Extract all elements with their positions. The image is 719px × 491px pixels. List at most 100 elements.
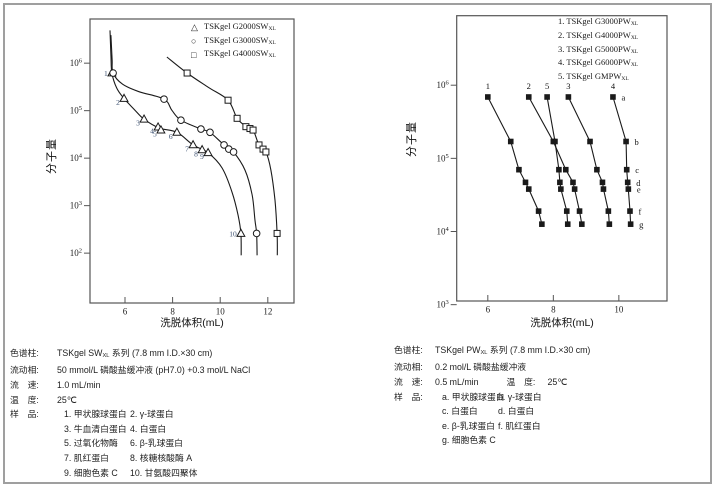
y-tick-label: 104	[436, 226, 449, 237]
row-letter-label: c	[635, 165, 639, 175]
filled-square-marker	[563, 208, 570, 214]
x-tick-label: 6	[486, 305, 491, 315]
legend-entry-g5000pw: 3. TSKgel G5000PWXL	[558, 43, 639, 55]
point-number-label: 3	[136, 119, 140, 128]
row-letter-label: d	[636, 178, 641, 188]
filled-square-marker	[525, 94, 532, 100]
series-number-label: 2	[527, 81, 531, 91]
filled-square-marker	[564, 221, 571, 227]
eluent-label: 流动相:	[10, 365, 39, 376]
legend-entry-g4000sw: □ TSKgel G4000SWXL	[191, 48, 276, 62]
sample-item: f. 肌红蛋白	[498, 420, 541, 431]
point-number-label: 6	[169, 132, 173, 141]
legend-entry-g6000pw: 4. TSKgel G6000PWXL	[558, 57, 639, 69]
eluent-value: 0.2 mol/L 磷酸盐缓冲液	[435, 362, 527, 373]
point-number-label: 2	[116, 98, 120, 107]
point-number-label: 4	[150, 127, 154, 136]
filled-square-marker	[606, 221, 613, 227]
filled-square-marker	[576, 208, 583, 214]
sample-label: 样 品:	[10, 409, 39, 420]
series-3: 4a b cde fg	[610, 81, 644, 230]
triangle-marker	[236, 228, 246, 237]
x-tick-label: 12	[263, 307, 272, 317]
row-letter-label: f	[638, 207, 641, 217]
row-letter-label: b	[635, 137, 639, 147]
sample-list: 1. 甲状腺球蛋白 2. γ-球蛋白 3. 牛血清白蛋白 4. 白蛋白 5. 过…	[57, 407, 197, 480]
temp-row: 温 度: 25℃	[10, 393, 378, 408]
circle-marker	[109, 69, 117, 77]
series-4: 5	[544, 81, 571, 227]
circle-marker	[206, 128, 214, 137]
filled-square-marker	[623, 166, 630, 173]
filled-square-marker	[571, 186, 578, 192]
filled-square-marker	[539, 221, 545, 227]
square-marker	[183, 69, 191, 77]
x-tick-label: 10	[614, 305, 624, 315]
square-marker	[224, 96, 232, 104]
sample-item: 10. 甘氨酸四聚体	[130, 467, 198, 478]
flow-label: 流 速:	[10, 380, 39, 391]
series-0: 1	[485, 81, 545, 227]
series-2: 3	[565, 81, 613, 227]
flow-label: 流 速:	[394, 377, 423, 388]
sample-item: 2. γ-球蛋白	[130, 409, 174, 420]
sample-row: 样 品: 1. 甲状腺球蛋白 2. γ-球蛋白 3. 牛血清白蛋白 4. 白蛋白…	[10, 407, 378, 480]
eluent-row: 流动相: 0.2 mol/L 磷酸盐缓冲液	[394, 360, 716, 375]
triangle-marker	[119, 93, 129, 102]
legend-entry-g2000sw: △ TSKgel G2000SWXL	[191, 21, 276, 35]
sw-y-axis-label: 分子量	[46, 138, 58, 174]
filled-square-marker	[525, 186, 532, 192]
sample-item: c. 白蛋白	[442, 406, 478, 417]
square-marker	[249, 126, 257, 134]
sample-item: e. β-乳球蛋白	[442, 420, 495, 431]
series-1: 2	[525, 81, 585, 227]
series-2	[166, 56, 281, 256]
column-value: TSKgel PWXL 系列 (7.8 mm I.D.×30 cm)	[435, 345, 591, 356]
temp-label: 温 度:	[506, 377, 536, 388]
y-tick-label: 103	[436, 299, 448, 310]
triangle-marker	[139, 113, 149, 123]
eluent-value: 50 mmol/L 磷酸盐缓冲液 (pH7.0) +0.3 mol/L NaCl	[57, 365, 251, 376]
sample-item: 3. 牛血清白蛋白	[64, 423, 127, 434]
sample-item: 1. 甲状腺球蛋白	[64, 409, 127, 420]
sample-item: 5. 过氧化物酶	[64, 438, 118, 449]
series-number-label: 4	[611, 81, 616, 91]
filled-square-marker	[579, 221, 585, 227]
filled-square-marker	[516, 166, 522, 173]
square-marker	[273, 229, 281, 237]
point-number-label: 1	[104, 69, 108, 78]
axes: 6 8 10 106 105 104 103	[436, 15, 668, 315]
filled-square-marker	[557, 179, 563, 186]
point-number-label: 10	[229, 229, 237, 238]
flow-value: 1.0 mL/min	[57, 380, 101, 391]
x-tick-label: 8	[551, 305, 556, 315]
point-number-label: 8	[194, 149, 198, 158]
pw-calibration-chart: 6 8 10 106 105 104 103 1 2 3 4 a b c d e f g 5 分子量 洗脱体积(mL…	[380, 0, 719, 345]
series-number-label: 3	[566, 81, 570, 91]
pw-conditions-notes: 色谱柱: TSKgel PWXL 系列 (7.8 mm I.D.×30 cm) …	[394, 343, 716, 448]
y-tick-label: 105	[70, 105, 82, 116]
sample-item: 7. 肌红蛋白	[64, 453, 109, 463]
filled-square-marker	[485, 94, 491, 100]
filled-square-marker	[587, 138, 593, 145]
x-tick-label: 10	[216, 307, 226, 317]
filled-square-marker	[594, 166, 600, 173]
circle-marker	[252, 229, 261, 238]
row-letter-label: a	[621, 92, 625, 102]
temp-value: 25℃	[547, 377, 568, 388]
square-marker	[233, 114, 241, 122]
filled-square-marker	[605, 208, 612, 214]
filled-square-marker	[558, 186, 564, 192]
filled-square-marker	[610, 94, 616, 100]
pw-x-axis-label: 洗脱体积(mL)	[530, 317, 594, 329]
pw-legend: 1. TSKgel G3000PWXL 2. TSKgel G4000PWXL …	[558, 16, 638, 85]
circle-marker	[177, 116, 185, 124]
y-tick-label: 106	[70, 58, 83, 69]
sample-row: 样 品: a. 甲状腺球蛋白 b. γ-球蛋白 c. 白蛋白 d. 白蛋白 e.…	[394, 390, 716, 448]
sw-conditions-notes: 色谱柱: TSKgel SWXL 系列 (7.8 mm I.D.×30 cm) …	[10, 346, 378, 480]
series-number-label: 1	[486, 81, 490, 91]
triangle-marker	[197, 144, 207, 154]
filled-square-marker	[627, 208, 633, 214]
filled-square-marker	[624, 179, 631, 186]
